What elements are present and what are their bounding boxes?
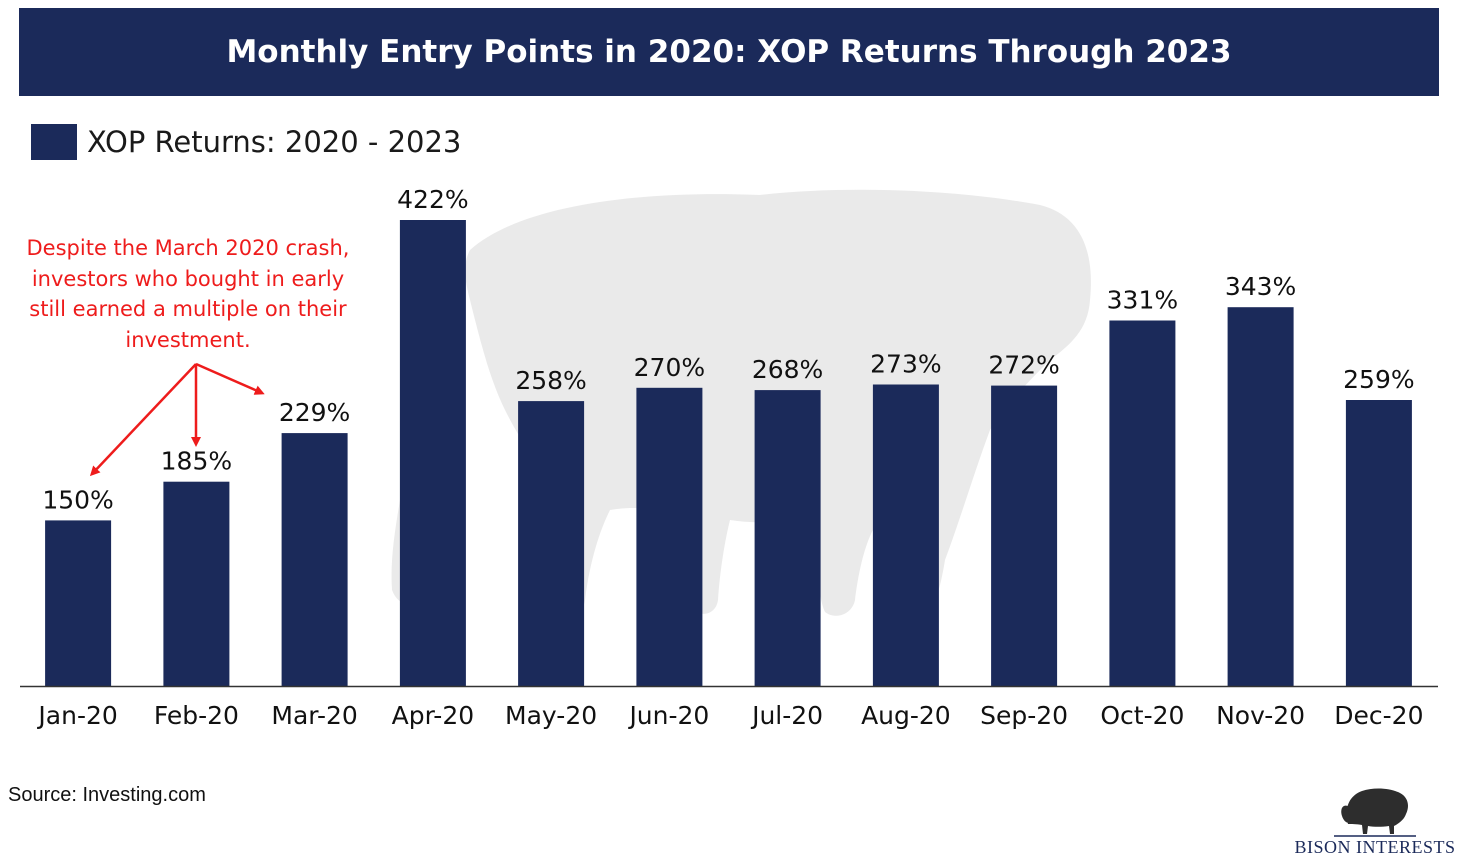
value-label-may-20: 258% [515,366,586,395]
source-note: Source: Investing.com [8,784,206,806]
bar-dec-20 [1345,400,1412,686]
bar-jan-20 [45,520,112,686]
value-label-mar-20: 229% [279,398,350,427]
x-tick-label-may-20: May-20 [505,701,597,730]
value-label-nov-20: 343% [1225,272,1296,301]
bar-nov-20 [1227,307,1294,686]
logo-brand-name: BISON INTERESTS [1294,837,1456,857]
bar-oct-20 [1109,320,1176,686]
legend-label: XOP Returns: 2020 - 2023 [87,125,462,159]
value-label-jan-20: 150% [42,485,113,514]
value-label-apr-20: 422% [397,185,468,214]
x-tick-labels-group: Jan-20 Feb-20 Mar-20 Apr-20 May-20 Jun-20 Jul-… [36,701,1423,730]
bar-mar-20 [281,433,348,686]
bar-may-20 [518,401,585,686]
arrow-to-jan [89,363,197,477]
chart-title: Monthly Entry Points in 2020: XOP Return… [226,34,1232,70]
value-label-feb-20: 185% [161,447,232,476]
bar-feb-20 [163,481,230,686]
legend: XOP Returns: 2020 - 2023 [31,124,461,160]
bars-group [45,220,1412,686]
bar-sep-20 [991,385,1058,686]
x-tick-label-aug-20: Aug-20 [861,701,951,730]
chart-title-banner: Monthly Entry Points in 2020: XOP Return… [19,8,1439,96]
bar-apr-20 [399,220,466,686]
arrow-to-mar [195,362,265,395]
x-tick-label-jan-20: Jan-20 [36,701,117,730]
bar-aug-20 [872,384,939,686]
annotation-arrows [89,362,265,477]
x-tick-label-sep-20: Sep-20 [980,701,1068,730]
x-tick-label-dec-20: Dec-20 [1334,701,1423,730]
annotation-text: Despite the March 2020 crash, investors … [26,236,350,352]
bison-watermark [391,189,1091,616]
x-tick-label-apr-20: Apr-20 [392,701,474,730]
x-tick-label-nov-20: Nov-20 [1216,701,1305,730]
value-label-jul-20: 268% [752,355,823,384]
value-label-oct-20: 331% [1107,286,1178,315]
company-logo: BISON INTERESTS [1290,780,1460,862]
value-labels-group: 150% 185% 229% 422% 258% 270% 268% 273% 272% 331%… [42,185,1414,514]
bar-jun-20 [636,387,703,686]
x-tick-label-jun-20: Jun-20 [627,701,709,730]
bison-icon [1334,788,1416,837]
value-label-aug-20: 273% [870,350,941,379]
x-tick-label-feb-20: Feb-20 [154,701,239,730]
x-tick-label-jul-20: Jul-20 [750,701,823,730]
bar-jul-20 [754,390,821,686]
x-tick-label-oct-20: Oct-20 [1100,701,1184,730]
value-label-dec-20: 259% [1343,365,1414,394]
value-label-sep-20: 272% [988,351,1059,380]
legend-swatch [31,124,77,160]
value-label-jun-20: 270% [634,353,705,382]
x-tick-label-mar-20: Mar-20 [271,701,357,730]
